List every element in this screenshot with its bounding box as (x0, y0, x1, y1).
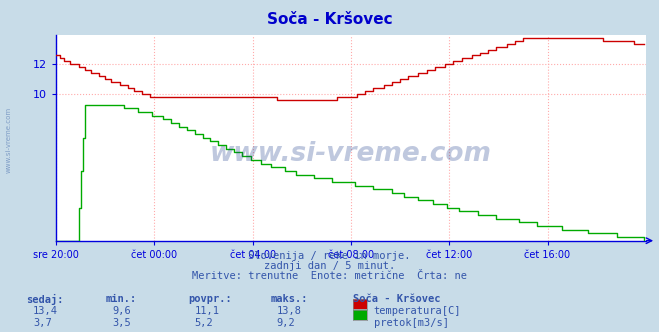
Text: Meritve: trenutne  Enote: metrične  Črta: ne: Meritve: trenutne Enote: metrične Črta: … (192, 271, 467, 281)
Text: 5,2: 5,2 (194, 318, 213, 328)
Text: www.si-vreme.com: www.si-vreme.com (5, 106, 12, 173)
Text: povpr.:: povpr.: (188, 294, 231, 304)
Text: www.si-vreme.com: www.si-vreme.com (210, 141, 492, 167)
Text: 9,6: 9,6 (112, 306, 130, 316)
Text: 9,2: 9,2 (277, 318, 295, 328)
Text: 13,8: 13,8 (277, 306, 302, 316)
Text: 3,5: 3,5 (112, 318, 130, 328)
Text: pretok[m3/s]: pretok[m3/s] (374, 318, 449, 328)
Text: temperatura[C]: temperatura[C] (374, 306, 461, 316)
Text: Soča - Kršovec: Soča - Kršovec (353, 294, 440, 304)
Text: min.:: min.: (105, 294, 136, 304)
Text: Soča - Kršovec: Soča - Kršovec (267, 12, 392, 27)
Text: 3,7: 3,7 (33, 318, 51, 328)
Text: maks.:: maks.: (270, 294, 308, 304)
Text: Slovenija / reke in morje.: Slovenija / reke in morje. (248, 251, 411, 261)
Text: zadnji dan / 5 minut.: zadnji dan / 5 minut. (264, 261, 395, 271)
Text: sedaj:: sedaj: (26, 294, 64, 305)
Text: 11,1: 11,1 (194, 306, 219, 316)
Text: 13,4: 13,4 (33, 306, 58, 316)
